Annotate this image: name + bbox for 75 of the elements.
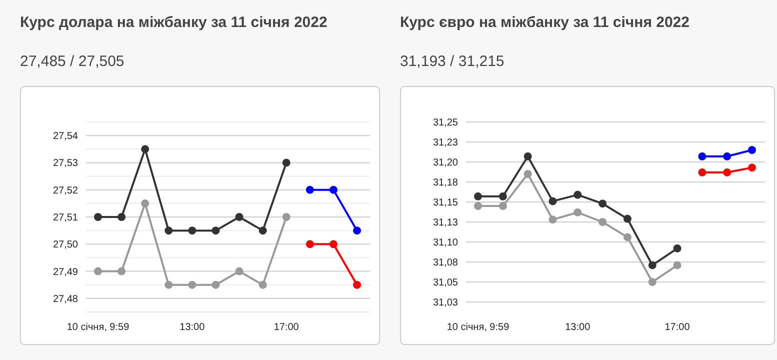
- point: [498, 192, 507, 200]
- point: [648, 261, 656, 270]
- y-tick-label: 27,54: [52, 131, 78, 142]
- y-tick-label: 31,15: [432, 198, 458, 208]
- point: [574, 208, 582, 216]
- point: [188, 226, 196, 235]
- point: [673, 261, 682, 270]
- x-tick-label: 10 січня, 9:59: [446, 322, 510, 333]
- point: [623, 214, 632, 223]
- point: [598, 200, 607, 208]
- point: [282, 213, 290, 221]
- point: [474, 202, 482, 210]
- point: [306, 240, 314, 248]
- y-tick-label: 27,51: [52, 212, 78, 224]
- chart-subtitle: 27,485 / 27,505: [20, 53, 124, 70]
- point: [673, 244, 682, 252]
- y-tick-label: 31,10: [432, 238, 458, 248]
- x-tick-label: 10 січня, 9:59: [66, 322, 130, 333]
- x-tick-label: 13:00: [565, 322, 591, 333]
- point: [141, 145, 150, 154]
- point: [353, 280, 361, 289]
- point: [748, 164, 756, 172]
- chart-subtitle: 31,193 / 31,215: [400, 53, 504, 70]
- y-tick-label: 31,05: [432, 278, 458, 288]
- point: [164, 226, 173, 235]
- point: [723, 168, 732, 176]
- y-tick-label: 31,08: [432, 258, 458, 268]
- chart-title: Курс євро на міжбанку за 11 січня 2022: [400, 14, 690, 31]
- point: [648, 278, 656, 286]
- point: [141, 199, 150, 208]
- point: [623, 233, 632, 242]
- point: [235, 267, 244, 276]
- y-tick-label: 31,25: [432, 118, 458, 128]
- point: [258, 280, 267, 289]
- point: [188, 280, 196, 289]
- y-tick-label: 27,48: [52, 294, 78, 305]
- point: [235, 213, 244, 221]
- point: [212, 280, 220, 289]
- chart-title: Курс долара на міжбанку за 11 січня 2022: [20, 14, 328, 31]
- point: [353, 226, 361, 235]
- point: [94, 267, 102, 276]
- point: [598, 218, 607, 226]
- y-tick-label: 27,50: [52, 240, 78, 251]
- x-tick-label: 13:00: [180, 322, 206, 333]
- x-tick-label: 17:00: [274, 322, 300, 333]
- y-tick-label: 27,52: [52, 185, 78, 196]
- point: [748, 146, 756, 154]
- point: [548, 216, 557, 224]
- y-tick-label: 27,49: [52, 266, 78, 278]
- point: [524, 170, 532, 178]
- x-tick-label: 17:00: [664, 322, 690, 333]
- point: [723, 152, 732, 160]
- point: [212, 226, 220, 235]
- point: [306, 186, 314, 194]
- point: [698, 168, 706, 176]
- y-tick-label: 27,53: [52, 158, 78, 170]
- point: [118, 267, 126, 276]
- y-tick-label: 31,20: [432, 158, 458, 168]
- point: [474, 192, 482, 200]
- y-tick-label: 31,03: [432, 298, 458, 308]
- point: [498, 202, 507, 210]
- y-tick-label: 31,23: [432, 138, 458, 148]
- point: [282, 158, 290, 167]
- point: [329, 240, 338, 248]
- point: [118, 213, 126, 221]
- point: [574, 190, 582, 199]
- point: [548, 197, 557, 206]
- point: [258, 226, 267, 235]
- y-tick-label: 31,13: [432, 218, 458, 228]
- y-tick-label: 31,18: [432, 178, 458, 188]
- point: [329, 186, 338, 194]
- point: [94, 213, 102, 221]
- point: [164, 280, 173, 289]
- point: [524, 152, 532, 160]
- point: [698, 152, 706, 160]
